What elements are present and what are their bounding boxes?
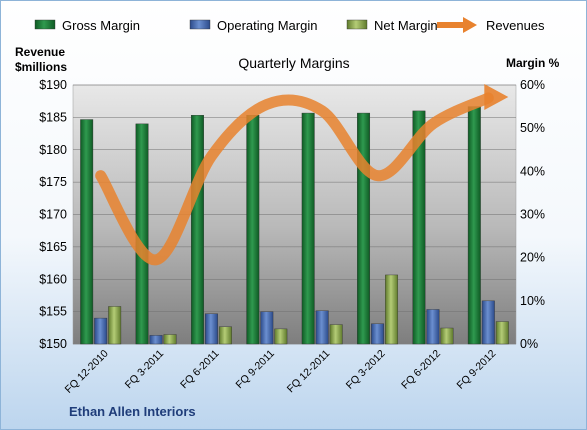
revenues-line xyxy=(95,92,494,266)
bar-net-margin xyxy=(495,321,509,345)
bar-operating-margin xyxy=(260,311,274,345)
left-tick-label: $170 xyxy=(39,208,67,222)
bar-gross-margin xyxy=(301,112,315,345)
left-axis-title-line2: $millions xyxy=(15,60,67,74)
x-tick-label: FQ 6-2012 xyxy=(399,348,443,392)
legend-label: Revenues xyxy=(486,18,545,33)
legend-swatch xyxy=(189,19,211,30)
bar-operating-margin xyxy=(481,300,495,345)
bar-gross-margin xyxy=(246,115,260,345)
left-tick-label: $165 xyxy=(39,240,67,254)
legend-swatch-arrow xyxy=(463,17,477,33)
bar-operating-margin xyxy=(94,317,108,345)
chart-title: Quarterly Margins xyxy=(238,55,349,71)
bar-gross-margin xyxy=(80,119,94,345)
bar-gross-margin xyxy=(135,123,149,345)
x-tick-label: FQ 12-2010 xyxy=(63,348,111,396)
right-tick-label: 30% xyxy=(520,208,545,222)
left-tick-label: $160 xyxy=(39,272,67,286)
left-tick-label: $180 xyxy=(39,143,67,157)
bar-operating-margin xyxy=(204,313,218,345)
bar-net-margin xyxy=(163,334,177,345)
right-tick-label: 50% xyxy=(520,121,545,135)
x-tick-label: FQ 9-2011 xyxy=(234,348,278,392)
right-tick-label: 20% xyxy=(520,251,545,265)
legend-swatch xyxy=(34,19,56,30)
bar-net-margin xyxy=(274,328,288,345)
left-tick-label: $175 xyxy=(39,175,67,189)
left-axis-title-line1: Revenue xyxy=(15,45,65,59)
legend-label: Operating Margin xyxy=(217,18,317,33)
right-axis-title: Margin % xyxy=(506,56,560,70)
bar-operating-margin xyxy=(426,309,440,345)
bar-net-margin xyxy=(385,274,399,345)
x-tick-label: FQ 9-2012 xyxy=(454,348,498,392)
x-tick-label: FQ 6-2011 xyxy=(178,348,222,392)
bar-net-margin xyxy=(440,327,454,345)
legend-swatch xyxy=(346,19,368,30)
left-tick-label: $150 xyxy=(39,337,67,351)
left-tick-label: $185 xyxy=(39,110,67,124)
bar-gross-margin xyxy=(412,110,426,345)
bar-operating-margin xyxy=(149,335,163,345)
revenues-arrow-head xyxy=(484,83,509,110)
legend-label: Net Margin xyxy=(374,18,438,33)
bar-series xyxy=(80,106,509,345)
right-tick-label: 40% xyxy=(520,164,545,178)
right-tick-label: 10% xyxy=(520,294,545,308)
x-tick-label: FQ 3-2011 xyxy=(123,348,167,392)
bar-gross-margin xyxy=(190,115,204,345)
right-tick-label: 60% xyxy=(520,78,545,92)
bar-gross-margin xyxy=(467,106,481,345)
x-axis-ticks: FQ 12-2010 FQ 3-2011 FQ 6-2011 FQ 9-2011 FQ … xyxy=(63,348,499,396)
x-tick-label: FQ 3-2012 xyxy=(344,348,388,392)
legend: Gross Margin Operating Margin Net Margin Re… xyxy=(34,17,545,33)
bar-gross-margin xyxy=(357,112,371,345)
bar-operating-margin xyxy=(371,323,385,345)
legend-label: Gross Margin xyxy=(62,18,140,33)
bar-net-margin xyxy=(218,326,232,345)
bar-operating-margin xyxy=(315,310,329,345)
company-label: Ethan Allen Interiors xyxy=(69,404,196,419)
right-axis-ticks: 0% 10% 20% 30% 40% 50% 60% xyxy=(520,78,545,351)
x-tick-label: FQ 12-2011 xyxy=(285,348,333,396)
right-tick-label: 0% xyxy=(520,337,538,351)
bar-net-margin xyxy=(108,306,122,345)
left-axis-ticks: $150 $155 $160 $165 $170 $175 $180 $185 $190 xyxy=(39,78,67,351)
bar-net-margin xyxy=(329,324,343,345)
left-tick-label: $155 xyxy=(39,305,67,319)
left-tick-label: $190 xyxy=(39,78,67,92)
